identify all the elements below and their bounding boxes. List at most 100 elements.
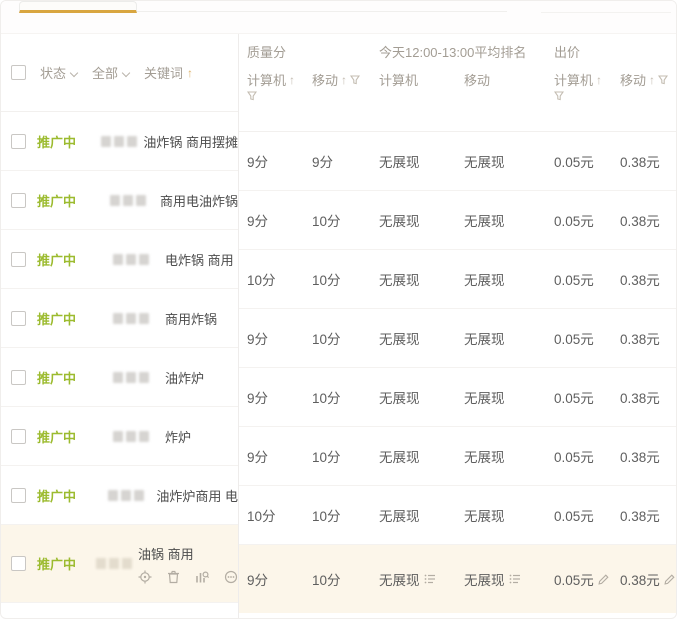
mobile-bid-cell: 0.38元 bbox=[612, 569, 676, 589]
filter-icon[interactable] bbox=[350, 74, 361, 85]
row-checkbox[interactable] bbox=[11, 251, 26, 267]
metrics-row[interactable]: 10分 10分 无展现 无展现 0.05元 0.38元 bbox=[239, 486, 676, 545]
pc-quality-cell: 9分 bbox=[247, 391, 269, 406]
pc-bid-cell: 0.05元 bbox=[554, 214, 594, 229]
chart-zoom-icon[interactable] bbox=[195, 570, 209, 584]
col-rank-pc[interactable]: 计算机 bbox=[372, 70, 457, 101]
col-label: 移动 bbox=[312, 73, 339, 88]
row-checkbox[interactable] bbox=[11, 192, 26, 208]
mobile-rank-cell: 无展现 bbox=[464, 332, 505, 347]
col-label: 移动 bbox=[464, 73, 491, 88]
mobile-quality-cell: 9分 bbox=[312, 155, 334, 170]
col-label: 计算机 bbox=[379, 73, 419, 88]
mobile-bid-cell: 0.38元 bbox=[620, 155, 660, 170]
rank-list-icon[interactable] bbox=[509, 573, 521, 585]
rank-list-icon[interactable] bbox=[424, 573, 436, 585]
row-checkbox[interactable] bbox=[11, 556, 26, 571]
col-quality-pc[interactable]: 计算机 ↑ bbox=[239, 70, 302, 101]
mobile-rank-cell: 无展现 bbox=[457, 569, 542, 589]
scope-filter-label: 全部 bbox=[92, 66, 119, 81]
col-rank-mobile[interactable]: 移动 bbox=[457, 70, 542, 101]
status-filter-label: 状态 bbox=[40, 66, 67, 81]
redacted-text bbox=[108, 489, 150, 501]
mobile-rank-cell: 无展现 bbox=[464, 509, 505, 524]
row-checkbox[interactable] bbox=[11, 369, 26, 385]
pc-bid-cell: 0.05元 bbox=[554, 450, 594, 465]
edit-pencil-icon[interactable] bbox=[598, 573, 609, 585]
pc-rank-cell: 无展现 bbox=[379, 391, 420, 406]
status-badge: 推广中 bbox=[37, 252, 77, 268]
mobile-bid-cell: 0.38元 bbox=[620, 509, 660, 524]
scope-filter-dropdown[interactable]: 全部 bbox=[92, 63, 130, 82]
target-icon[interactable] bbox=[138, 570, 152, 584]
trash-icon[interactable] bbox=[167, 570, 180, 584]
pc-bid-cell: 0.05元 bbox=[554, 332, 594, 347]
row-checkbox[interactable] bbox=[11, 487, 26, 503]
metrics-row[interactable]: 10分 10分 无展现 无展现 0.05元 0.38元 bbox=[239, 250, 676, 309]
redacted-text bbox=[100, 135, 137, 147]
metrics-row-hovered[interactable]: 9分 10分 无展现 无展现 bbox=[239, 545, 676, 613]
sort-icon[interactable]: ↑ bbox=[596, 72, 603, 87]
row-checkbox[interactable] bbox=[11, 428, 26, 444]
pc-quality-cell: 10分 bbox=[247, 509, 276, 524]
status-filter-dropdown[interactable]: 状态 bbox=[40, 63, 78, 82]
keyword-row[interactable]: 推广中 炸炉 bbox=[1, 407, 238, 466]
keyword-row[interactable]: 推广中 电炸锅 商用 bbox=[1, 230, 238, 289]
keyword-label: 油炸炉 bbox=[165, 370, 205, 386]
pc-quality-cell: 9分 bbox=[247, 450, 269, 465]
metrics-row[interactable]: 9分 10分 无展现 无展现 0.05元 0.38元 bbox=[239, 368, 676, 427]
keyword-list-panel: 状态 全部 关键词 ↑ 推广中 油炸锅 商用摆摊 bbox=[1, 34, 238, 618]
redacted-text bbox=[113, 371, 159, 383]
keyword-list-header: 状态 全部 关键词 ↑ bbox=[1, 34, 238, 112]
mobile-quality-cell: 10分 bbox=[312, 214, 341, 229]
col-quality-mobile[interactable]: 移动 ↑ bbox=[302, 70, 372, 101]
keyword-row[interactable]: 推广中 油炸锅 商用摆摊 bbox=[1, 112, 238, 171]
keyword-row[interactable]: 推广中 商用炸锅 bbox=[1, 289, 238, 348]
select-all-checkbox[interactable] bbox=[11, 65, 26, 80]
keyword-row[interactable]: 推广中 商用电油炸锅 bbox=[1, 171, 238, 230]
filter-icon[interactable] bbox=[247, 91, 257, 101]
mobile-bid-value: 0.38元 bbox=[620, 573, 660, 588]
pc-bid-cell: 0.05元 bbox=[554, 391, 594, 406]
metrics-row[interactable]: 9分 10分 无展现 无展现 0.05元 0.38元 bbox=[239, 427, 676, 486]
sort-icon[interactable]: ↑ bbox=[649, 72, 656, 87]
keyword-column-label: 关键词 bbox=[144, 66, 184, 81]
pc-bid-cell: 0.05元 bbox=[554, 155, 594, 170]
metrics-row[interactable]: 9分 9分 无展现 无展现 0.05元 0.38元 bbox=[239, 132, 676, 191]
keyword-label: 油炸炉商用 电 bbox=[156, 488, 238, 504]
table-area: 状态 全部 关键词 ↑ 推广中 油炸锅 商用摆摊 bbox=[1, 34, 676, 618]
sort-icon[interactable]: ↑ bbox=[289, 72, 296, 87]
more-icon[interactable] bbox=[224, 570, 238, 584]
pc-rank-cell: 无展现 bbox=[379, 155, 420, 170]
row-checkbox[interactable] bbox=[11, 310, 26, 326]
edit-pencil-icon[interactable] bbox=[664, 573, 675, 585]
keyword-label: 商用炸锅 bbox=[165, 311, 218, 327]
metrics-row[interactable]: 9分 10分 无展现 无展现 0.05元 0.38元 bbox=[239, 309, 676, 368]
redacted-text bbox=[113, 253, 159, 265]
filter-icon[interactable] bbox=[658, 74, 669, 85]
mobile-bid-cell: 0.38元 bbox=[620, 391, 660, 406]
filter-icon[interactable] bbox=[554, 91, 564, 101]
status-badge: 推广中 bbox=[37, 311, 77, 327]
active-tab-fragment[interactable] bbox=[19, 1, 137, 13]
status-badge: 推广中 bbox=[37, 557, 77, 572]
mobile-rank-cell: 无展现 bbox=[464, 273, 505, 288]
redacted-text bbox=[110, 194, 154, 206]
metrics-row[interactable]: 9分 10分 无展现 无展现 0.05元 0.38元 bbox=[239, 191, 676, 250]
keyword-row[interactable]: 推广中 油炸炉 bbox=[1, 348, 238, 407]
keyword-row[interactable]: 推广中 油炸炉商用 电 bbox=[1, 466, 238, 525]
status-badge: 推广中 bbox=[37, 134, 77, 150]
mobile-bid-cell: 0.38元 bbox=[620, 214, 660, 229]
mobile-quality-cell: 10分 bbox=[312, 332, 341, 347]
col-bid-mobile[interactable]: 移动 ↑ bbox=[612, 70, 676, 101]
keyword-sort-header[interactable]: 关键词 ↑ bbox=[144, 63, 193, 82]
mobile-rank-cell: 无展现 bbox=[464, 391, 505, 406]
row-checkbox[interactable] bbox=[11, 133, 26, 149]
keyword-label: 油锅 商用 bbox=[138, 546, 194, 562]
keyword-row-hovered[interactable]: 推广中 油锅 商用 bbox=[1, 525, 238, 603]
redacted-text bbox=[113, 430, 159, 442]
sort-asc-icon: ↑ bbox=[187, 65, 194, 80]
sort-icon[interactable]: ↑ bbox=[341, 72, 348, 87]
col-bid-pc[interactable]: 计算机 ↑ bbox=[542, 70, 612, 101]
